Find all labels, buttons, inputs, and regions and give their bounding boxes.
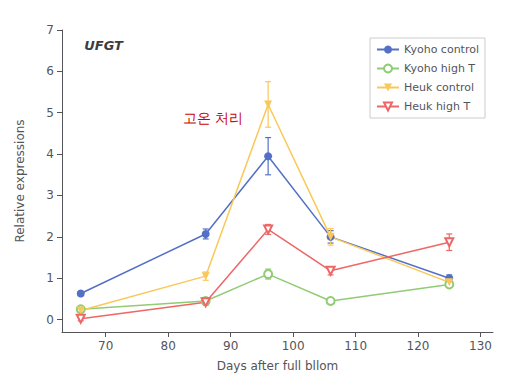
svg-text:2: 2 — [46, 230, 54, 244]
svg-text:1: 1 — [46, 271, 54, 285]
svg-text:70: 70 — [98, 339, 113, 353]
svg-text:3: 3 — [46, 188, 54, 202]
svg-text:고온 처리: 고온 처리 — [183, 110, 243, 126]
svg-text:0: 0 — [46, 313, 54, 327]
svg-text:UFGT: UFGT — [84, 38, 124, 53]
svg-text:Days after full bllom: Days after full bllom — [217, 359, 339, 373]
svg-text:90: 90 — [223, 339, 238, 353]
svg-text:Heuk high T: Heuk high T — [404, 100, 470, 113]
svg-text:Kyoho control: Kyoho control — [404, 43, 479, 56]
svg-text:110: 110 — [344, 339, 367, 353]
svg-text:Relative expressions: Relative expressions — [13, 119, 27, 242]
svg-text:Kyoho high T: Kyoho high T — [404, 62, 475, 75]
svg-text:4: 4 — [46, 147, 54, 161]
svg-text:7: 7 — [46, 23, 54, 37]
svg-text:120: 120 — [407, 339, 430, 353]
svg-text:Heuk control: Heuk control — [404, 81, 474, 94]
svg-text:130: 130 — [469, 339, 492, 353]
svg-text:100: 100 — [282, 339, 305, 353]
svg-text:6: 6 — [46, 64, 54, 78]
svg-text:80: 80 — [161, 339, 176, 353]
svg-text:5: 5 — [46, 106, 54, 120]
